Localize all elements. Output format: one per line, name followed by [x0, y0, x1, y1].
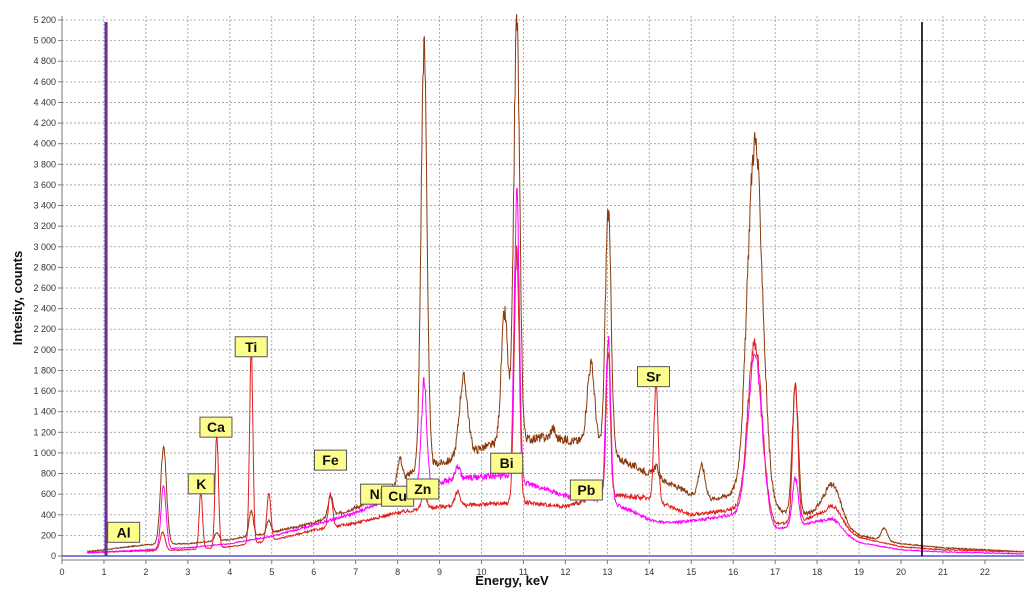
- element-label-text: Ca: [207, 419, 225, 435]
- y-tick-label: 2 800: [33, 262, 56, 272]
- element-label-text: Fe: [322, 452, 339, 468]
- spectrum-series: [86, 14, 1024, 555]
- x-tick-label: 4: [227, 567, 232, 577]
- x-tick-label: 13: [602, 567, 612, 577]
- element-label-text: Zn: [414, 481, 431, 497]
- x-tick-label: 7: [353, 567, 358, 577]
- y-tick-label: 5 000: [33, 36, 56, 46]
- element-label-text: Cu: [388, 488, 407, 504]
- y-tick-label: 3 000: [33, 242, 56, 252]
- x-tick-label: 5: [269, 567, 274, 577]
- x-tick-label: 2: [143, 567, 148, 577]
- element-label: Ca: [199, 416, 233, 438]
- y-tick-label: 2 600: [33, 283, 56, 293]
- x-tick-label: 6: [311, 567, 316, 577]
- y-tick-label: 4 400: [33, 97, 56, 107]
- element-label-text: K: [196, 476, 206, 492]
- x-tick-label: 16: [728, 567, 738, 577]
- x-tick-label: 22: [980, 567, 990, 577]
- y-tick-label: 3 200: [33, 221, 56, 231]
- y-tick-label: 1 000: [33, 448, 56, 458]
- element-label-text: Bi: [500, 455, 514, 471]
- x-tick-label: 17: [770, 567, 780, 577]
- spectrum-line-1: [87, 14, 1024, 553]
- element-label-text: Ti: [245, 339, 257, 355]
- element-label-box: [490, 452, 524, 474]
- x-tick-label: 9: [437, 567, 442, 577]
- y-tick-label: 2 000: [33, 345, 56, 355]
- plot-area: [62, 16, 1024, 556]
- element-label-box: [406, 478, 440, 500]
- y-tick-label: 1 800: [33, 365, 56, 375]
- x-tick-label: 14: [644, 567, 654, 577]
- y-tick-label: 4 200: [33, 118, 56, 128]
- x-tick-label: 12: [560, 567, 570, 577]
- x-tick-label: 15: [686, 567, 696, 577]
- y-tick-label: 3 400: [33, 201, 56, 211]
- y-tick-label: 5 200: [33, 15, 56, 25]
- x-tick-label: 8: [395, 567, 400, 577]
- y-tick-label: 800: [41, 469, 56, 479]
- element-label: Ti: [234, 336, 268, 358]
- x-tick-labels: 0 1 2 3 4 5 6 7 8 9 10 11 12 13 14 15 16 17 18 19 20 21 22: [59, 560, 990, 577]
- element-label-box: [107, 521, 141, 543]
- x-axis-title: Energy, keV: [475, 573, 549, 588]
- y-tick-label: 400: [41, 510, 56, 520]
- spectrum-line-3: [86, 187, 1024, 555]
- y-tick-label: 0: [51, 551, 56, 561]
- y-tick-label: 1 600: [33, 386, 56, 396]
- x-tick-label: 19: [854, 567, 864, 577]
- y-tick-label: 200: [41, 530, 56, 540]
- y-tick-label: 1 200: [33, 427, 56, 437]
- y-tick-label: 4 600: [33, 77, 56, 87]
- y-tick-label: 4 800: [33, 56, 56, 66]
- element-label: Pb: [569, 479, 603, 501]
- energy-markers: [104, 22, 923, 556]
- element-label-text: Sr: [646, 369, 661, 385]
- element-label-text: Al: [117, 524, 131, 540]
- element-label: K: [187, 473, 215, 495]
- element-label: Fe: [313, 449, 347, 471]
- element-label: Bi: [490, 452, 524, 474]
- spectrum-line-2: [86, 245, 1024, 554]
- y-tick-label: 4 000: [33, 139, 56, 149]
- y-tick-label: 3 800: [33, 159, 56, 169]
- element-label-text: Pb: [577, 482, 595, 498]
- x-tick-label: 10: [476, 567, 486, 577]
- y-tick-label: 2 400: [33, 304, 56, 314]
- element-label-text: Ni: [370, 486, 384, 502]
- y-axis-title: Intesity, counts: [10, 251, 25, 345]
- x-tick-label: 11: [519, 567, 528, 577]
- element-label-box: [187, 473, 215, 495]
- element-label-box: [313, 449, 347, 471]
- x-tick-label: 18: [812, 567, 822, 577]
- x-tick-label: 1: [101, 567, 106, 577]
- grid-lines: [61, 16, 1024, 557]
- y-tick-label: 600: [41, 489, 56, 499]
- element-label-box: [199, 416, 233, 438]
- x-tick-label: 20: [896, 567, 906, 577]
- element-labels: Al K Ca Ti Fe Ni Cu Zn Bi Pb Sr: [107, 336, 670, 543]
- element-label: Al: [107, 521, 141, 543]
- y-tick-label: 3 600: [33, 180, 56, 190]
- element-label: Zn: [406, 478, 440, 500]
- element-label: Sr: [636, 366, 670, 388]
- x-tick-label: 3: [185, 567, 190, 577]
- element-label-box: [636, 366, 670, 388]
- x-tick-label: 21: [938, 567, 948, 577]
- element-label-box: [569, 479, 603, 501]
- y-tick-label: 1 400: [33, 407, 56, 417]
- x-tick-label: 0: [59, 567, 64, 577]
- element-label-box: [234, 336, 268, 358]
- y-tick-label: 2 200: [33, 324, 56, 334]
- y-tick-labels: 0 200 400 600 800 1 000 1 200 1 400 1 600 1 800 2 …: [33, 15, 62, 561]
